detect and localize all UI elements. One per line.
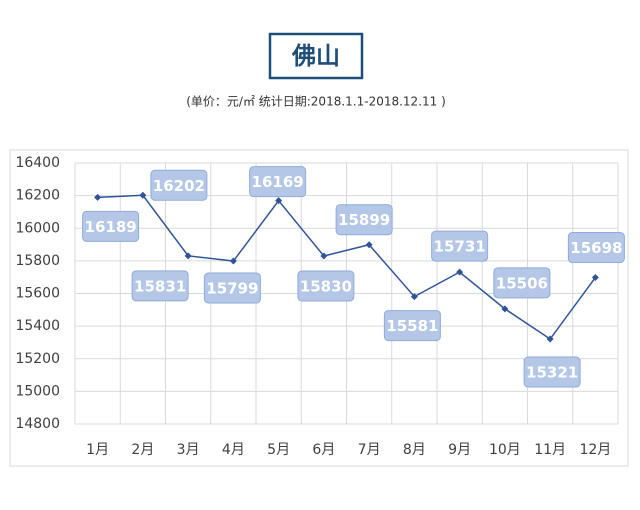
x-tick-label: 7月 (358, 442, 381, 458)
x-tick-label: 8月 (403, 442, 426, 458)
x-tick-label: 6月 (312, 442, 335, 458)
data-label: 15581 (386, 317, 438, 335)
data-label: 15698 (570, 239, 622, 257)
data-label: 16202 (153, 177, 205, 195)
marker (275, 197, 283, 205)
data-label: 15506 (496, 274, 548, 292)
chart-frame (9, 149, 629, 467)
data-label-box (493, 267, 551, 299)
data-label-box (131, 270, 189, 302)
data-label: 16169 (252, 173, 304, 191)
marker (501, 305, 509, 313)
data-label: 16189 (85, 218, 137, 236)
x-tick-label: 10月 (489, 442, 521, 458)
data-label: 15831 (134, 277, 186, 295)
marker (456, 268, 464, 276)
marker (546, 335, 554, 343)
data-label-box (82, 210, 140, 242)
line (97, 194, 596, 341)
marker (410, 293, 418, 301)
chart-title: 佛山 (291, 42, 340, 70)
x-tick-label: 3月 (177, 442, 200, 458)
data-label-box (203, 272, 261, 304)
data-label: 15799 (206, 280, 258, 298)
marker (320, 252, 328, 260)
marker (591, 274, 599, 282)
data-label-box (383, 310, 441, 342)
x-tick-label: 11月 (534, 442, 566, 458)
y-tick-label: 14800 (15, 416, 60, 432)
y-tick-label: 15200 (15, 351, 60, 367)
marker (139, 191, 147, 199)
data-label-box (297, 270, 355, 302)
data-label-box (335, 204, 393, 236)
data-label: 15899 (338, 211, 390, 229)
marker (229, 257, 237, 265)
data-label-box (249, 166, 307, 198)
data-label: 15830 (300, 277, 352, 295)
x-tick-label: 9月 (448, 442, 471, 458)
y-tick-label: 15400 (15, 318, 60, 334)
x-tick-label: 2月 (131, 442, 154, 458)
data-label-box (523, 356, 581, 388)
marker (94, 193, 102, 201)
data-label: 15321 (526, 364, 578, 382)
y-tick-label: 16200 (15, 188, 60, 204)
marker (184, 252, 192, 260)
y-tick-label: 15600 (15, 286, 60, 302)
x-tick-label: 5月 (267, 442, 290, 458)
title-box (268, 32, 364, 80)
chart-subtitle: (单价：元/㎡ 统计日期:2018.1.1-2018.12.11 ) (186, 95, 446, 109)
y-tick-label: 16400 (15, 155, 60, 171)
x-tick-label: 1月 (86, 442, 109, 458)
data-label-box (431, 230, 489, 262)
marker (365, 241, 373, 249)
y-tick-label: 15000 (15, 383, 60, 399)
x-tick-label: 4月 (222, 442, 245, 458)
y-tick-label: 16000 (15, 220, 60, 236)
x-tick-label: 12月 (579, 442, 611, 458)
data-label-box (150, 169, 208, 201)
y-tick-label: 15800 (15, 253, 60, 269)
data-label-box (567, 232, 625, 264)
data-label: 15731 (434, 238, 486, 256)
